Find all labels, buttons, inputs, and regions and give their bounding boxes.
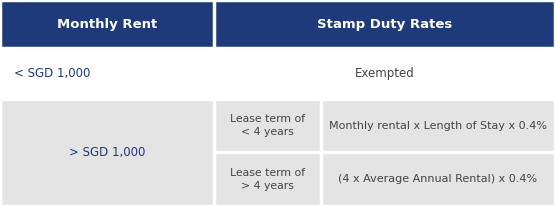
Bar [0, 48, 555, 99]
Text: Monthly Rent: Monthly Rent [57, 18, 157, 31]
Text: < SGD 1,000: < SGD 1,000 [14, 67, 90, 80]
Text: (4 x Average Annual Rental) x 0.4%: (4 x Average Annual Rental) x 0.4% [339, 174, 537, 184]
Text: Exempted: Exempted [355, 67, 414, 80]
Bar [0, 0, 555, 48]
Text: Stamp Duty Rates: Stamp Duty Rates [317, 18, 452, 31]
Text: Lease term of
> 4 years: Lease term of > 4 years [230, 168, 305, 191]
Text: Lease term of
< 4 years: Lease term of < 4 years [230, 114, 305, 137]
Text: Monthly rental x Length of Stay x 0.4%: Monthly rental x Length of Stay x 0.4% [329, 121, 547, 131]
Text: > SGD 1,000: > SGD 1,000 [69, 146, 145, 159]
Bar [0, 99, 555, 206]
